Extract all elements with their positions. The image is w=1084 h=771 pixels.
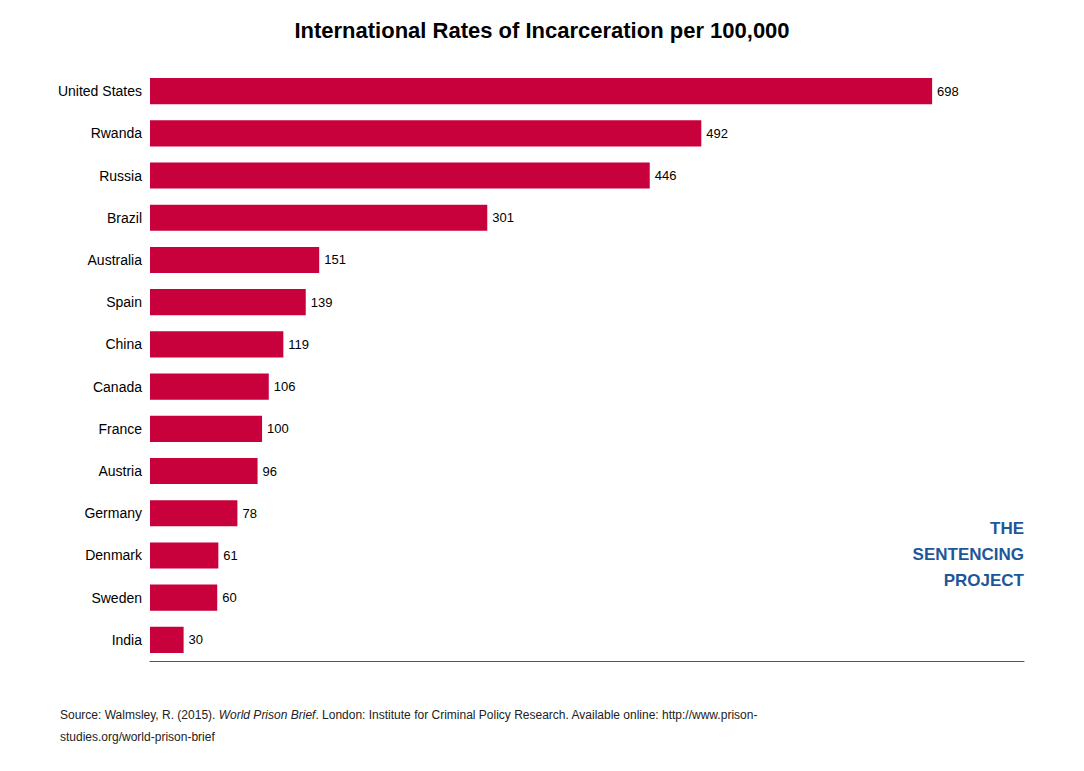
svg-text:Denmark: Denmark — [85, 547, 143, 563]
svg-text:India: India — [112, 632, 143, 648]
svg-text:Spain: Spain — [106, 294, 142, 310]
svg-text:100: 100 — [267, 421, 289, 436]
svg-text:61: 61 — [223, 548, 237, 563]
svg-text:United States: United States — [58, 83, 142, 99]
svg-text:60: 60 — [222, 590, 236, 605]
svg-text:World Prison Brief: World Prison Brief — [219, 708, 317, 722]
svg-text:China: China — [105, 336, 142, 352]
svg-text:139: 139 — [311, 295, 333, 310]
svg-text:78: 78 — [242, 506, 256, 521]
svg-text:International Rates of Incarce: International Rates of Incarceration per… — [294, 18, 789, 43]
svg-text:Brazil: Brazil — [107, 210, 142, 226]
svg-text:. London: Institute for Crimin: . London: Institute for Criminal Policy … — [315, 708, 757, 722]
svg-text:30: 30 — [189, 632, 203, 647]
svg-text:106: 106 — [274, 379, 296, 394]
svg-text:SENTENCING: SENTENCING — [913, 545, 1024, 564]
svg-text:151: 151 — [324, 252, 346, 267]
svg-text:446: 446 — [655, 168, 677, 183]
svg-text:Austria: Austria — [98, 463, 142, 479]
svg-text:698: 698 — [937, 84, 959, 99]
svg-text:492: 492 — [706, 126, 728, 141]
svg-text:PROJECT: PROJECT — [944, 571, 1025, 590]
svg-text:THE: THE — [990, 519, 1024, 538]
svg-text:Russia: Russia — [99, 168, 142, 184]
svg-text:301: 301 — [492, 210, 514, 225]
svg-text:Sweden: Sweden — [91, 590, 142, 606]
svg-text:Canada: Canada — [93, 379, 142, 395]
svg-text:119: 119 — [288, 337, 309, 352]
svg-text:France: France — [98, 421, 142, 437]
svg-text:studies.org/world-prison-brief: studies.org/world-prison-brief — [60, 730, 215, 744]
svg-text:Germany: Germany — [84, 505, 142, 521]
svg-text:Australia: Australia — [88, 252, 143, 268]
svg-text:Rwanda: Rwanda — [91, 125, 143, 141]
svg-text:Source: Walmsley, R. (2015).: Source: Walmsley, R. (2015). — [60, 708, 219, 722]
svg-text:96: 96 — [263, 464, 277, 479]
